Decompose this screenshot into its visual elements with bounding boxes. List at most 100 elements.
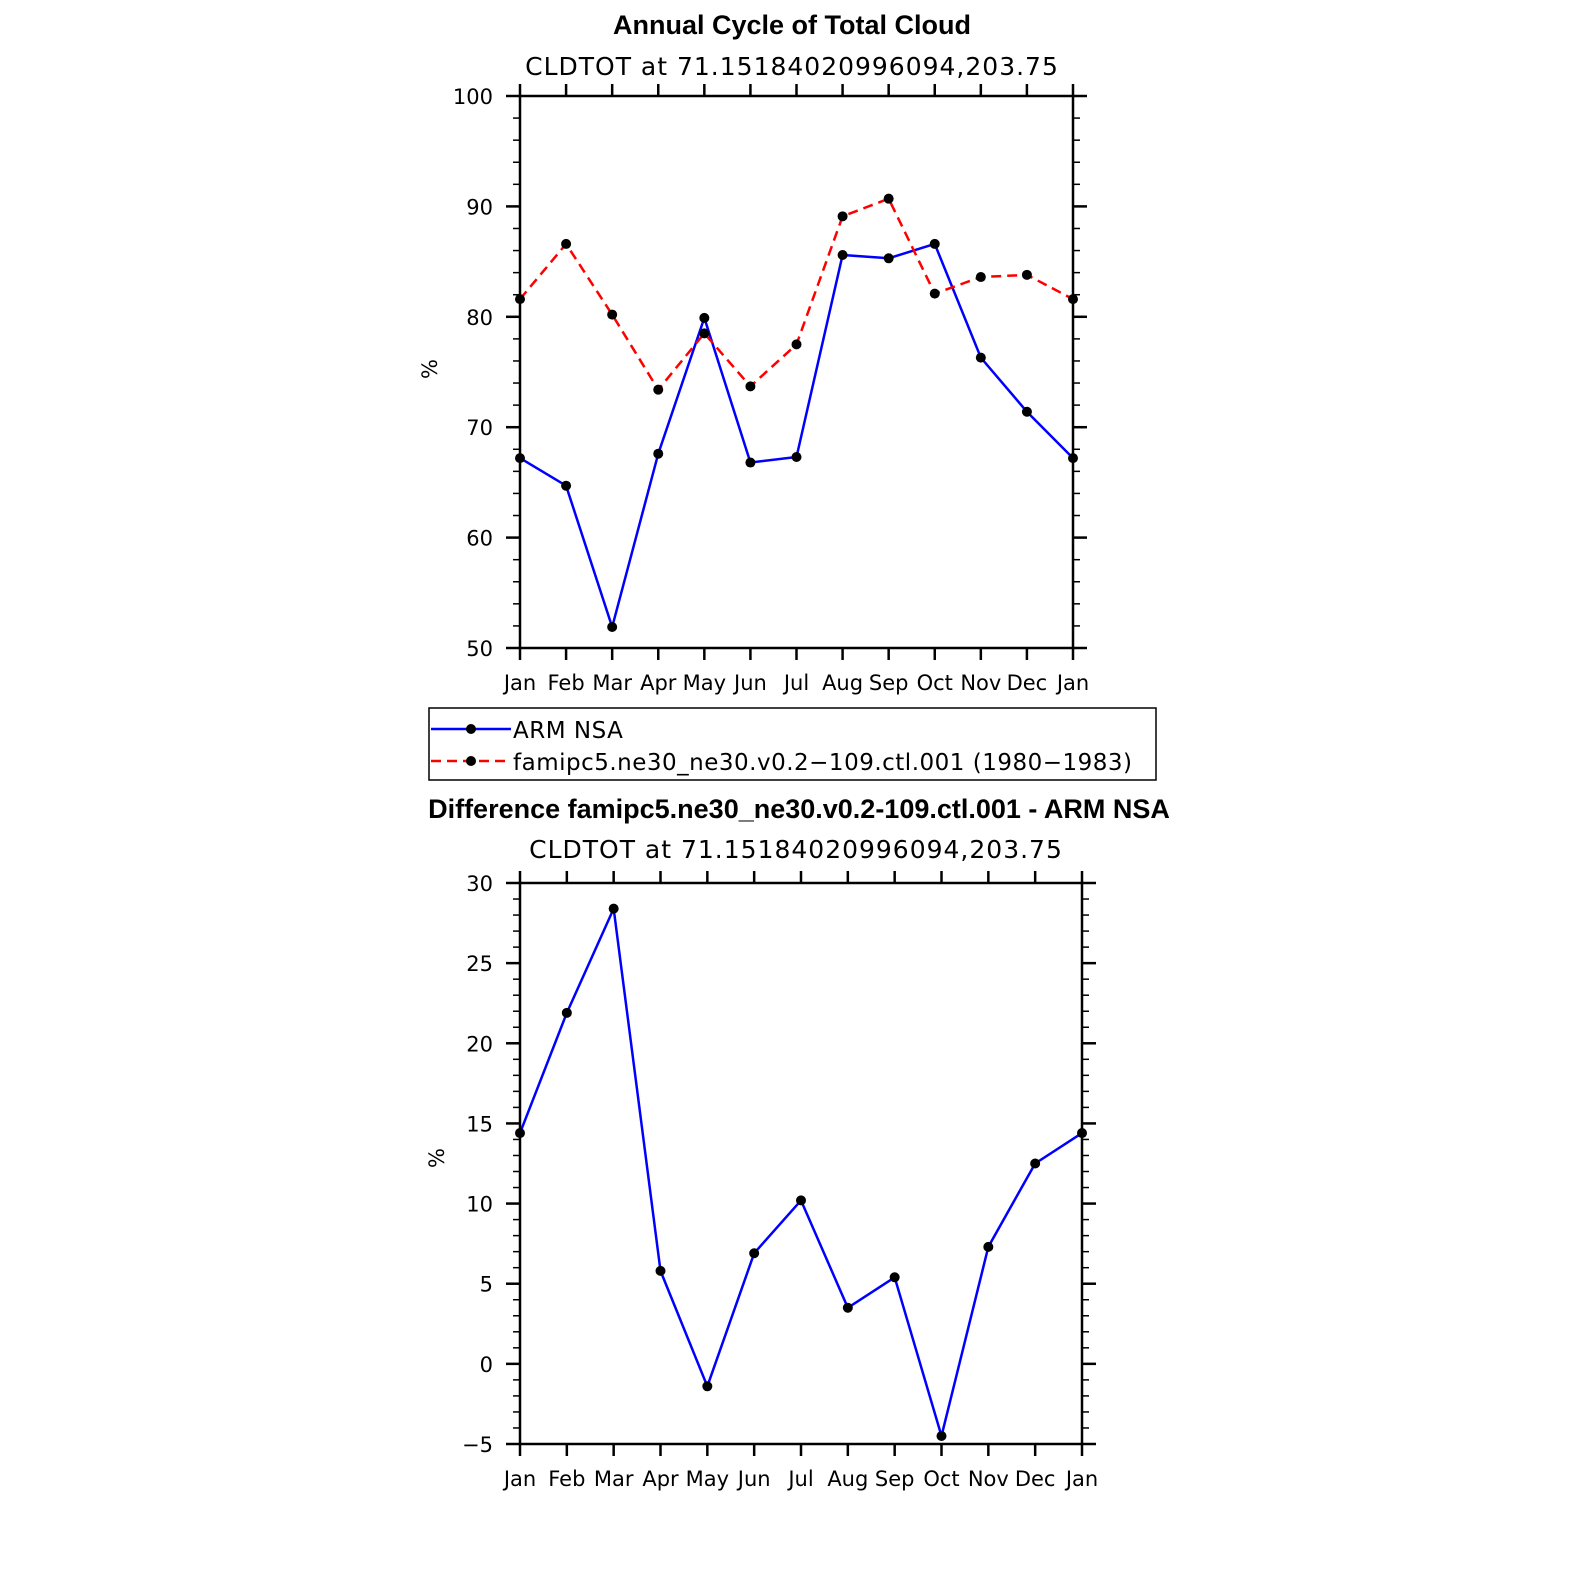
x-tick-label: Jul [782,671,809,695]
x-tick-label: Mar [592,671,632,695]
data-point [929,238,940,249]
x-tick-label: Aug [827,1467,868,1491]
data-point [1021,269,1032,280]
data-point [936,1430,947,1441]
series-line-0 [518,904,1083,1441]
x-tick-label: Jan [1064,1467,1098,1491]
data-point [883,253,894,264]
x-tick-label: Sep [869,671,909,695]
chart-title: Difference famipc5.ne30_ne30.v0.2-109.ct… [428,794,1170,824]
x-tick-label: Feb [548,1467,585,1491]
data-point [561,1007,572,1018]
data-point [608,903,619,914]
x-tick-label: Oct [917,671,953,695]
data-point [561,480,572,491]
data-point [796,1195,806,1206]
x-tick-label: Nov [968,1467,1009,1491]
legend-entry-arm-nsa: ARM NSA [513,718,623,744]
data-point [983,1241,994,1252]
data-point [791,452,802,463]
data-point [655,1265,666,1276]
y-tick-label: 30 [466,872,493,896]
data-point [745,457,756,468]
data-point [889,1272,900,1283]
annual-cycle-chart: Annual Cycle of Total Cloud CLDTOT at 71… [418,10,1089,695]
y-tick-label: 100 [453,85,493,109]
y-tick-label: 0 [480,1353,493,1377]
x-tick-label: May [686,1467,729,1491]
data-point [883,193,894,204]
data-point [837,211,848,222]
x-tick-label: Jun [732,671,767,695]
data-series [515,903,1087,1441]
y-tick-label: 5 [480,1273,493,1297]
x-tick-label: Jun [736,1467,771,1491]
difference-chart: Difference famipc5.ne30_ne30.v0.2-109.ct… [425,794,1170,1491]
data-point [837,249,848,260]
data-point [515,294,525,305]
x-tick-label: Mar [594,1467,634,1491]
data-point [791,339,802,350]
axes: Jan Feb Mar Apr May Jun Jul Aug Sep Oct Nov Dec Jan−… [462,871,1098,1491]
data-point [975,272,986,283]
y-tick-label: −5 [462,1433,493,1457]
x-tick-label: Sep [875,1467,915,1491]
plot-frame [518,881,1084,1446]
x-tick-label: Dec [1015,1467,1056,1491]
y-tick-label: 80 [466,306,493,330]
data-series [515,193,1078,633]
x-tick-label: Jan [1055,671,1089,695]
chart-subtitle: CLDTOT at 71.15184020996094,203.75 [529,835,1063,864]
legend-box [428,707,1157,781]
y-tick-label: 25 [466,952,493,976]
x-tick-label: Dec [1007,671,1048,695]
data-point [745,381,756,392]
data-point [929,288,940,299]
y-axis-label: % [425,1148,449,1168]
chart-title: Annual Cycle of Total Cloud [613,10,971,40]
x-tick-label: Jan [502,1467,536,1491]
x-tick-label: Apr [642,1467,679,1491]
data-point [607,309,618,320]
y-axis-label: % [418,359,442,379]
data-point [653,384,664,395]
legend-marker-arm-nsa [466,724,476,734]
data-point [1030,1158,1041,1169]
x-tick-label: Oct [923,1467,959,1491]
data-point [515,1128,525,1139]
legend-marker-model [466,756,476,766]
data-point [1021,406,1032,417]
data-point [975,352,986,363]
series-line-1 [519,197,1074,392]
data-point [653,448,664,459]
data-point [842,1302,853,1313]
legend-entry-model: famipc5.ne30_ne30.v0.2−109.ctl.001 (1980… [513,750,1133,776]
x-tick-label: Nov [960,671,1001,695]
chart-subtitle: CLDTOT at 71.15184020996094,203.75 [525,52,1059,81]
data-point [1077,1128,1087,1139]
x-tick-label: Jan [502,671,536,695]
y-tick-label: 60 [466,527,493,551]
x-tick-label: Aug [822,671,863,695]
x-tick-label: Apr [640,671,677,695]
x-tick-label: Feb [547,671,584,695]
data-point [515,453,525,464]
series-line-0 [519,242,1074,632]
x-tick-label: May [683,671,726,695]
data-point [607,622,618,633]
y-tick-label: 90 [466,195,493,219]
data-point [699,312,710,323]
y-tick-label: 20 [466,1032,493,1056]
x-tick-label: Jul [786,1467,813,1491]
plot-frame [518,94,1075,650]
data-point [1068,453,1078,464]
data-point [561,238,572,249]
data-point [699,328,710,339]
data-point [702,1381,713,1392]
y-tick-label: 15 [466,1112,493,1136]
y-tick-label: 70 [466,416,493,440]
y-tick-label: 10 [466,1193,493,1217]
legend: ARM NSA famipc5.ne30_ne30.v0.2−109.ctl.0… [428,707,1157,781]
data-point [749,1248,760,1259]
